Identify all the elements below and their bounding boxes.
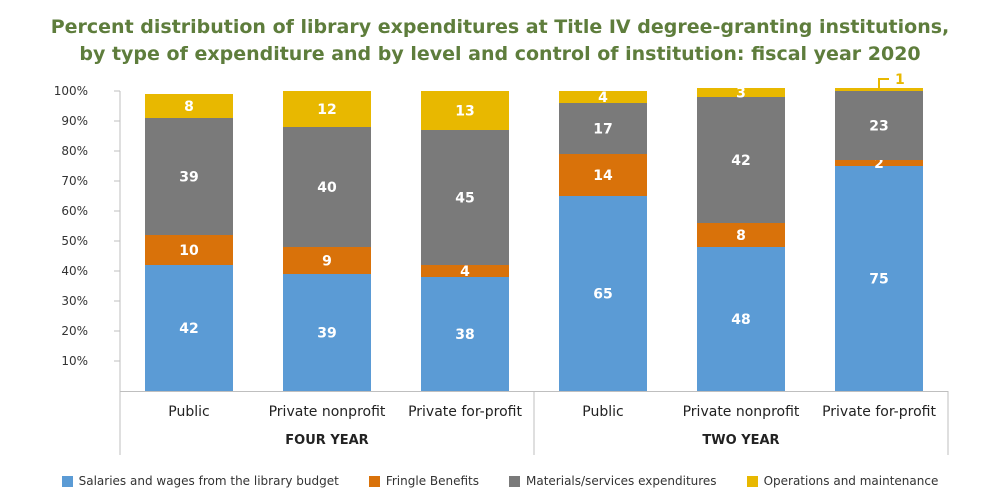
x-tick-label: Private for-profit <box>822 404 936 420</box>
x-tick-label: Private for-profit <box>408 404 522 420</box>
y-tick-label: 60% <box>61 204 88 218</box>
legend-swatch <box>61 475 73 487</box>
bar-segment <box>421 265 509 277</box>
bar-segment <box>559 196 647 391</box>
x-group-label: TWO YEAR <box>702 433 779 448</box>
data-label: 4 <box>460 264 470 280</box>
bar-segment <box>421 277 509 391</box>
data-label: 42 <box>179 321 198 337</box>
bar-segment <box>697 88 785 97</box>
bar-segment <box>145 118 233 235</box>
x-axis: Public Private nonprofit Private for-profi… <box>119 391 949 455</box>
legend: Salaries and wages from the library budg… <box>0 470 1000 492</box>
bar-segment <box>559 103 647 154</box>
legend-label: Materials/services expenditures <box>526 474 717 488</box>
legend-label: Salaries and wages from the library budg… <box>78 474 339 488</box>
chart-title-line-1: Percent distribution of library expendit… <box>50 16 950 38</box>
bar-segment <box>559 91 647 103</box>
x-group-label: FOUR YEAR <box>285 433 368 448</box>
legend-swatch <box>368 475 380 487</box>
chart-title: Percent distribution of library expendit… <box>0 14 1000 68</box>
bar-segment <box>697 223 785 247</box>
x-tick-label: Public <box>168 404 209 420</box>
legend-swatch <box>509 475 521 487</box>
data-label: 12 <box>317 102 336 118</box>
data-label: 23 <box>869 119 888 135</box>
bar-segment <box>421 130 509 265</box>
data-label: 13 <box>455 104 474 120</box>
data-label: 8 <box>184 99 194 115</box>
bar-segment <box>145 94 233 118</box>
data-label: 3 <box>736 86 746 102</box>
legend-item: Materials/services expenditures <box>509 474 717 488</box>
y-axis: 10% 20% 30% 40% 50% 60% 70% 80% 90% 100% <box>54 84 121 392</box>
data-label: 17 <box>593 122 612 138</box>
y-tick-label: 30% <box>61 294 88 308</box>
bar-segment <box>421 91 509 130</box>
data-label-leader <box>878 78 889 90</box>
stacked-bar-chart: 10%20%30%40%50%60%70%80%90%100% 42103983… <box>54 72 949 455</box>
bar-segment <box>145 235 233 265</box>
legend-item: Operations and maintenance <box>746 474 939 488</box>
legend-item: Fringle Benefits <box>368 474 480 488</box>
y-tick-label: 100% <box>54 84 88 98</box>
data-label: 1 <box>895 72 905 88</box>
bar-segment <box>145 265 233 391</box>
data-label: 10 <box>179 243 199 259</box>
data-label: 9 <box>322 254 332 270</box>
y-tick-label: 10% <box>61 354 88 368</box>
legend-label: Operations and maintenance <box>763 474 939 488</box>
legend-label: Fringle Benefits <box>385 474 480 488</box>
data-label: 48 <box>731 312 750 328</box>
x-tick-label: Public <box>582 404 623 420</box>
bar-segment <box>283 247 371 274</box>
data-label: 8 <box>736 228 746 244</box>
bar-segment <box>283 91 371 127</box>
y-tick-label: 20% <box>61 324 88 338</box>
bar-segment <box>835 160 923 166</box>
bar-segment <box>559 154 647 196</box>
bar-segment <box>697 97 785 223</box>
chart-title-line-2: by type of expenditure and by level and … <box>79 43 921 65</box>
y-tick-label: 70% <box>61 174 88 188</box>
data-label: 45 <box>455 191 474 207</box>
y-tick-label: 90% <box>61 114 88 128</box>
bar-segment <box>835 91 923 160</box>
y-tick-label: 40% <box>61 264 88 278</box>
legend-swatch <box>746 475 758 487</box>
data-label: 39 <box>317 326 336 342</box>
x-tick-label: Private nonprofit <box>683 404 800 420</box>
legend-item: Salaries and wages from the library budg… <box>61 474 339 488</box>
x-tick-label: Private nonprofit <box>269 404 386 420</box>
bar-segment <box>283 127 371 247</box>
data-label: 65 <box>593 287 612 303</box>
data-label: 4 <box>598 90 608 106</box>
y-tick-label: 50% <box>61 234 88 248</box>
bar-segment <box>835 166 923 391</box>
data-label: 39 <box>179 170 198 186</box>
bar-segment <box>283 274 371 391</box>
data-label: 2 <box>874 156 884 172</box>
bar-segment <box>697 247 785 391</box>
data-label: 38 <box>455 327 474 343</box>
y-tick-label: 80% <box>61 144 88 158</box>
data-label: 14 <box>593 168 613 184</box>
bars-layer: 42 10 39 8 39 9 40 12 38 4 45 13 65 14 17 4 48 8 42 3 75 2 23 1 <box>145 72 923 391</box>
data-label: 75 <box>869 272 888 288</box>
data-label: 40 <box>317 180 337 196</box>
data-label: 42 <box>731 153 750 169</box>
